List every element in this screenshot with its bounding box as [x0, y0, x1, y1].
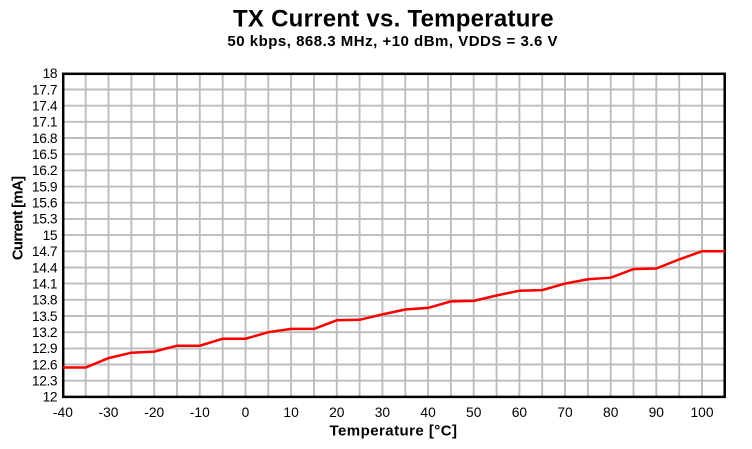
- svg-text:80: 80: [603, 405, 619, 420]
- svg-text:15.9: 15.9: [32, 179, 58, 194]
- svg-text:40: 40: [420, 405, 436, 420]
- svg-text:50: 50: [466, 405, 482, 420]
- svg-text:60: 60: [512, 405, 528, 420]
- svg-text:14.4: 14.4: [32, 260, 58, 275]
- svg-text:0: 0: [242, 405, 250, 420]
- svg-text:-20: -20: [144, 405, 164, 420]
- svg-text:17.4: 17.4: [32, 99, 58, 114]
- svg-text:12.6: 12.6: [32, 357, 58, 372]
- svg-text:13.2: 13.2: [32, 325, 57, 340]
- svg-text:16.8: 16.8: [32, 131, 58, 146]
- svg-text:100: 100: [690, 405, 713, 420]
- svg-text:-40: -40: [53, 405, 73, 420]
- svg-text:15.6: 15.6: [32, 196, 58, 211]
- svg-text:50 kbps, 868.3 MHz, +10 dBm, V: 50 kbps, 868.3 MHz, +10 dBm, VDDS = 3.6 …: [227, 33, 558, 50]
- svg-text:90: 90: [649, 405, 665, 420]
- svg-text:12: 12: [43, 390, 58, 405]
- svg-text:15.3: 15.3: [32, 212, 58, 227]
- svg-text:15: 15: [43, 228, 58, 243]
- svg-text:70: 70: [557, 405, 573, 420]
- svg-text:13.8: 13.8: [32, 293, 58, 308]
- svg-text:14.1: 14.1: [32, 276, 57, 291]
- svg-text:16.2: 16.2: [32, 163, 57, 178]
- svg-text:12.3: 12.3: [32, 374, 58, 389]
- svg-text:17.7: 17.7: [32, 82, 57, 97]
- svg-text:16.5: 16.5: [32, 147, 58, 162]
- svg-text:30: 30: [375, 405, 391, 420]
- svg-text:14.7: 14.7: [32, 244, 57, 259]
- svg-text:12.9: 12.9: [32, 341, 58, 356]
- svg-text:17.1: 17.1: [32, 115, 57, 130]
- svg-text:10: 10: [283, 405, 299, 420]
- svg-text:Current [mA]: Current [mA]: [10, 176, 27, 260]
- svg-text:-10: -10: [190, 405, 210, 420]
- svg-text:20: 20: [329, 405, 345, 420]
- svg-text:Temperature [°C]: Temperature [°C]: [330, 423, 458, 440]
- svg-text:-30: -30: [99, 405, 119, 420]
- svg-text:18: 18: [43, 66, 58, 81]
- svg-text:TX Current vs. Temperature: TX Current vs. Temperature: [233, 5, 554, 32]
- svg-text:13.5: 13.5: [32, 309, 58, 324]
